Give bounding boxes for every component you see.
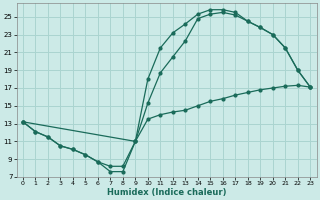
X-axis label: Humidex (Indice chaleur): Humidex (Indice chaleur) bbox=[107, 188, 226, 197]
